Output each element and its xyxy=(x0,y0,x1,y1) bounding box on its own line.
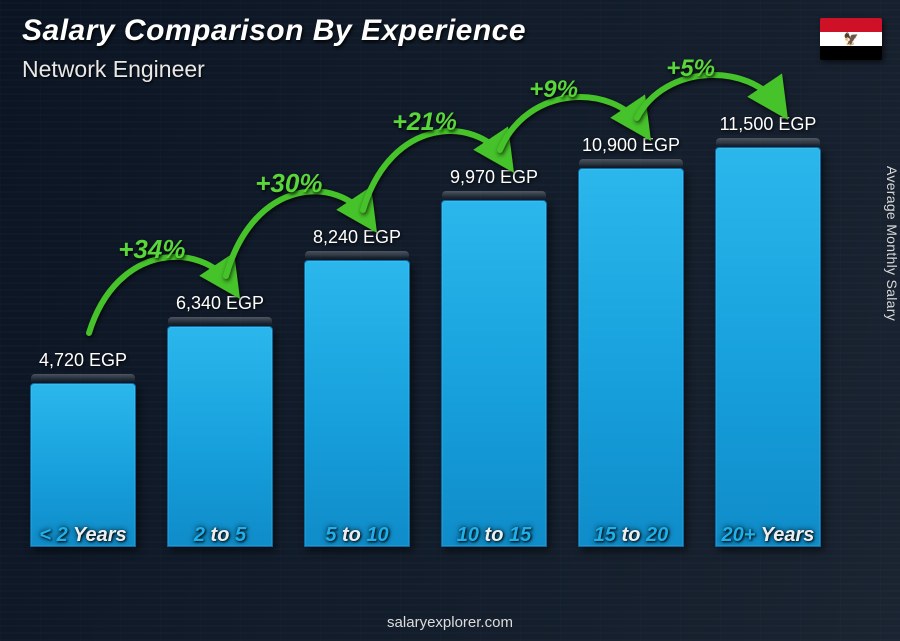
bar-value-label: 6,340 EGP xyxy=(140,293,300,314)
page-subtitle: Network Engineer xyxy=(22,56,205,83)
bar-slot: 11,500 EGP20+ Years xyxy=(715,147,821,547)
flag-stripe-bot xyxy=(820,46,882,60)
x-category-label: 5 to 10 xyxy=(277,524,437,547)
salary-bar-chart: 4,720 EGP< 2 Years6,340 EGP2 to 58,240 E… xyxy=(30,120,850,581)
percent-increase-label: +21% xyxy=(392,108,457,137)
flag-emblem-icon: 🦅 xyxy=(844,33,859,45)
salary-bar: 9,970 EGP xyxy=(441,200,547,547)
bar-slot: 8,240 EGP5 to 10 xyxy=(304,260,410,547)
salary-bar: 6,340 EGP xyxy=(167,326,273,547)
bar-slot: 9,970 EGP10 to 15 xyxy=(441,200,547,547)
bar-slot: 6,340 EGP2 to 5 xyxy=(167,326,273,547)
y-axis-label: Average Monthly Salary xyxy=(884,166,900,321)
bar-slot: 4,720 EGP< 2 Years xyxy=(30,383,136,547)
bar-value-label: 10,900 EGP xyxy=(551,135,711,156)
flag-stripe-top xyxy=(820,18,882,32)
salary-bar: 11,500 EGP xyxy=(715,147,821,547)
salary-bar: 10,900 EGP xyxy=(578,168,684,547)
bar-slot: 10,900 EGP15 to 20 xyxy=(578,168,684,547)
percent-increase-label: +9% xyxy=(529,76,578,104)
x-category-label: 10 to 15 xyxy=(414,524,574,547)
country-flag-egypt: 🦅 xyxy=(820,18,882,60)
percent-increase-label: +30% xyxy=(255,168,322,199)
page-title: Salary Comparison By Experience xyxy=(22,14,526,48)
salary-bar: 4,720 EGP xyxy=(30,383,136,547)
source-credit: salaryexplorer.com xyxy=(387,614,513,631)
bar-value-label: 4,720 EGP xyxy=(3,350,163,371)
percent-increase-label: +5% xyxy=(666,55,715,83)
x-category-label: < 2 Years xyxy=(3,524,163,547)
bar-value-label: 8,240 EGP xyxy=(277,227,437,248)
x-category-label: 20+ Years xyxy=(688,524,848,547)
infographic-stage: Salary Comparison By Experience Network … xyxy=(0,0,900,641)
x-category-label: 15 to 20 xyxy=(551,524,711,547)
x-category-label: 2 to 5 xyxy=(140,524,300,547)
salary-bar: 8,240 EGP xyxy=(304,260,410,547)
bar-value-label: 9,970 EGP xyxy=(414,167,574,188)
percent-increase-label: +34% xyxy=(118,234,185,265)
bar-value-label: 11,500 EGP xyxy=(688,114,848,135)
